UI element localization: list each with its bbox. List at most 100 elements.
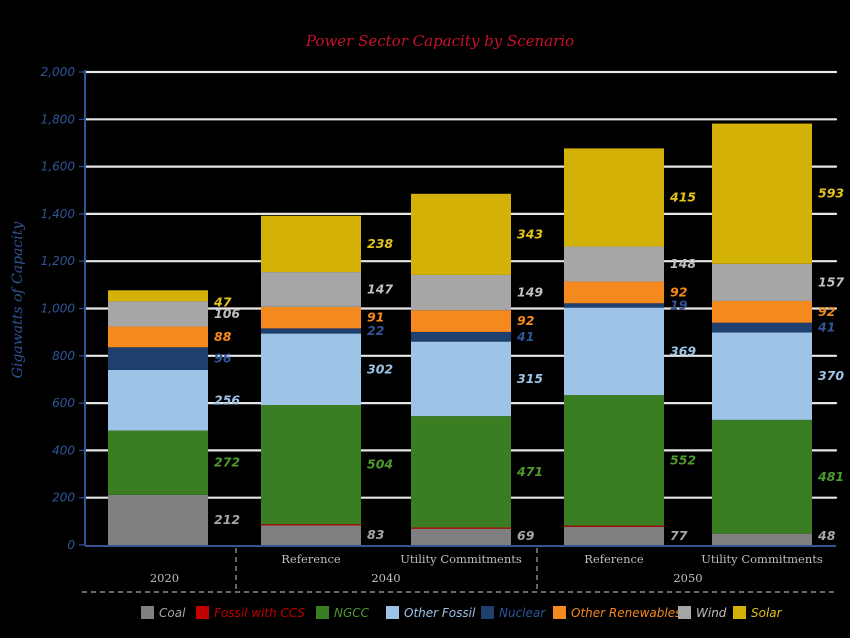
data-label: 92	[818, 304, 835, 319]
bar-segment	[712, 322, 812, 333]
legend-swatch	[678, 606, 691, 619]
y-axis-title: Gigawatts of Capacity	[10, 221, 26, 379]
bar-segment	[712, 332, 812, 420]
y-tick-label: 600	[52, 396, 75, 410]
data-label: 343	[517, 226, 543, 241]
category-label: Utility Commitments	[701, 552, 823, 566]
data-label: 593	[818, 186, 844, 201]
bar-segment	[411, 341, 511, 417]
legend-label: Nuclear	[499, 606, 546, 620]
data-label: 149	[517, 285, 543, 300]
bar-segment	[261, 524, 361, 526]
bar-segment	[108, 347, 208, 370]
data-label: 315	[517, 371, 543, 386]
group-label: 2050	[673, 571, 702, 585]
legend-label: Solar	[751, 606, 783, 620]
legend-label: Wind	[696, 606, 727, 620]
bar-segment	[411, 274, 511, 311]
legend-swatch	[316, 606, 329, 619]
bar-segment	[564, 395, 664, 526]
bar-segment	[712, 533, 812, 545]
data-label: 212	[214, 512, 240, 527]
bar-segment	[564, 526, 664, 545]
x-axis: Reference Utility Commitments Reference Uti…	[82, 545, 838, 593]
y-axis-ticks: 0 200 400 600 800 1,000 1,200 1,400 1,600 1,800 2,…	[41, 65, 86, 552]
data-label: 415	[669, 189, 696, 204]
y-tick-label: 400	[52, 443, 75, 457]
bar-segment	[108, 430, 208, 495]
data-label: 369	[670, 343, 696, 358]
data-label: 77	[670, 528, 688, 543]
data-label: 552	[670, 452, 696, 467]
bar-segment	[411, 193, 511, 275]
legend-swatch	[553, 606, 566, 619]
data-label: 19	[670, 298, 688, 313]
bar-segment	[712, 419, 812, 534]
category-label: Reference	[584, 552, 644, 566]
bar-segment	[261, 525, 361, 545]
bar-segment	[712, 263, 812, 301]
y-tick-label: 1,000	[41, 302, 76, 316]
legend-swatch	[196, 606, 209, 619]
y-tick-label: 1,800	[41, 112, 76, 126]
bar-segment	[108, 290, 208, 302]
bar-segment	[564, 525, 664, 527]
data-label: 256	[214, 392, 240, 407]
legend-swatch	[386, 606, 399, 619]
bar-segment	[411, 527, 511, 529]
data-label: 91	[367, 310, 384, 325]
legend-swatch	[481, 606, 494, 619]
data-label: 92	[517, 313, 534, 328]
data-label: 47	[213, 294, 232, 309]
y-tick-label: 1,600	[41, 160, 76, 174]
legend: Coal Fossil with CCS NGCC Other Fossil Nucle…	[141, 606, 783, 620]
legend-swatch	[141, 606, 154, 619]
data-label: 106	[214, 306, 240, 321]
y-tick-label: 2,000	[41, 65, 76, 79]
bar-segment	[712, 123, 812, 264]
bar-segment	[108, 369, 208, 431]
bar-segment	[564, 246, 664, 282]
category-label: Utility Commitments	[400, 552, 522, 566]
bar-segment	[261, 306, 361, 329]
bar-stacks	[108, 123, 812, 545]
legend-label: Other Renewables	[571, 606, 681, 620]
group-label: 2020	[150, 571, 179, 585]
bar-segment	[261, 333, 361, 405]
bar-segment	[564, 303, 664, 308]
data-label: 96	[214, 351, 232, 366]
data-label: 41	[817, 320, 835, 335]
y-tick-label: 0	[67, 538, 75, 552]
legend-label: Fossil with CCS	[214, 606, 305, 620]
data-label: 481	[817, 469, 844, 484]
data-label: 41	[516, 329, 534, 344]
bar-segment	[564, 307, 664, 396]
bar-segment	[411, 416, 511, 528]
bar-segment	[261, 328, 361, 334]
legend-label: Other Fossil	[404, 606, 476, 620]
bar-segment	[564, 281, 664, 304]
data-label: 88	[214, 329, 232, 344]
bar-segment	[411, 331, 511, 342]
bar-segment	[411, 310, 511, 332]
group-label: 2040	[371, 571, 400, 585]
y-tick-label: 1,400	[41, 207, 76, 221]
data-label: 238	[367, 236, 393, 251]
data-label: 370	[818, 368, 844, 383]
data-label: 22	[367, 323, 384, 338]
data-label: 92	[670, 284, 687, 299]
bar-segment	[564, 148, 664, 247]
bar-segment	[261, 404, 361, 525]
legend-label: Coal	[159, 606, 186, 620]
data-label: 272	[214, 455, 240, 470]
data-label: 48	[817, 528, 836, 543]
bar-segment	[108, 494, 208, 545]
bar-segment	[108, 326, 208, 348]
y-tick-label: 200	[52, 491, 75, 505]
data-label: 148	[670, 256, 696, 271]
y-tick-label: 800	[52, 349, 75, 363]
y-tick-label: 1,200	[41, 254, 76, 268]
category-label: Reference	[281, 552, 341, 566]
